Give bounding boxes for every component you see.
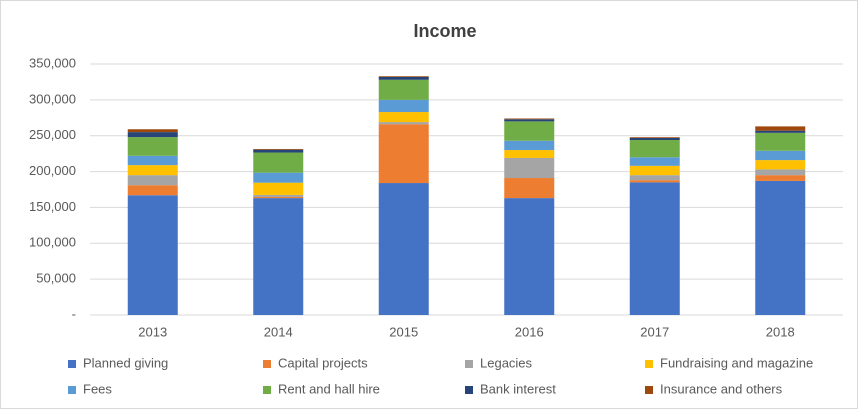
bar-segment	[755, 130, 806, 133]
bar-segment	[755, 126, 806, 131]
legend-label: Planned giving	[83, 355, 168, 370]
bar-segment	[504, 119, 555, 122]
bar-segment	[127, 155, 178, 166]
bar-segment	[504, 121, 555, 141]
legend-marker	[465, 360, 473, 368]
legend-marker	[465, 386, 473, 394]
bar-segment	[253, 149, 304, 153]
bar-segment	[504, 150, 555, 158]
bar-segment	[127, 129, 178, 133]
bar-segment	[755, 160, 806, 170]
bar-segment	[629, 180, 680, 183]
bar-segment	[755, 169, 806, 176]
bar-segment	[253, 197, 304, 199]
bar-segment	[755, 175, 806, 181]
y-tick-label: 150,000	[29, 199, 76, 214]
legend-marker	[645, 386, 653, 394]
bar-segment	[127, 195, 178, 315]
legend-label: Fees	[83, 381, 112, 396]
bar-segment	[378, 79, 429, 100]
bar-segment	[378, 112, 429, 123]
bar-segment	[629, 137, 680, 138]
bar-segment	[629, 157, 680, 166]
x-tick-label: 2013	[138, 324, 167, 339]
bar-segment	[629, 137, 680, 141]
bar-segment	[378, 76, 429, 80]
bar-segment	[378, 76, 429, 77]
y-tick-label: 50,000	[36, 271, 76, 286]
bar-segment	[127, 137, 178, 156]
bar-segment	[378, 124, 429, 184]
bar-segment	[378, 183, 429, 315]
bar-segment	[504, 140, 555, 151]
bar-segment	[629, 140, 680, 158]
bar-segment	[504, 178, 555, 199]
bar-segment	[504, 118, 555, 120]
bar-segment	[755, 180, 806, 315]
x-tick-label: 2015	[389, 324, 418, 339]
y-tick-label: -	[72, 306, 76, 321]
legend-label: Rent and hall hire	[278, 381, 380, 396]
chart-title: Income	[413, 21, 476, 41]
x-tick-label: 2017	[640, 324, 669, 339]
bar-segment	[253, 198, 304, 315]
bar-segment	[755, 150, 806, 161]
bar-segment	[253, 148, 304, 150]
bar-segment	[127, 185, 178, 196]
legend-label: Bank interest	[480, 381, 556, 396]
legend-marker	[263, 360, 271, 368]
bar-segment	[253, 194, 304, 198]
bar-segment	[127, 165, 178, 176]
bar-segment	[504, 198, 555, 315]
x-tick-label: 2014	[264, 324, 293, 339]
legend-marker	[68, 386, 76, 394]
bar-segment	[253, 152, 304, 173]
legend-marker	[263, 386, 271, 394]
y-tick-label: 200,000	[29, 163, 76, 178]
legend-marker	[645, 360, 653, 368]
legend-label: Insurance and others	[660, 381, 783, 396]
bar-segment	[504, 157, 555, 179]
bar-segment	[127, 175, 178, 186]
x-tick-label: 2018	[766, 324, 795, 339]
x-tick-label: 2016	[515, 324, 544, 339]
legend-marker	[68, 360, 76, 368]
y-tick-label: 250,000	[29, 127, 76, 142]
bar-segment	[755, 132, 806, 151]
legend-label: Legacies	[480, 355, 533, 370]
bar-segment	[629, 182, 680, 315]
bar-segment	[253, 172, 304, 183]
bar-segment	[629, 175, 680, 181]
y-tick-label: 350,000	[29, 55, 76, 70]
bar-segment	[378, 99, 429, 113]
legend-label: Capital projects	[278, 355, 368, 370]
bar-segment	[127, 132, 178, 138]
bar-segment	[378, 122, 429, 125]
legend-label: Fundraising and magazine	[660, 355, 813, 370]
bar-segment	[629, 165, 680, 176]
y-tick-label: 100,000	[29, 235, 76, 250]
bar-segment	[253, 182, 304, 195]
y-tick-label: 300,000	[29, 91, 76, 106]
